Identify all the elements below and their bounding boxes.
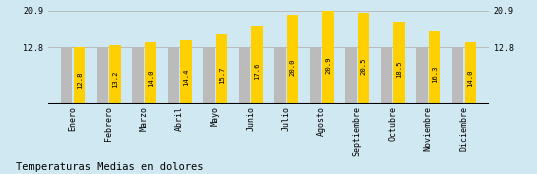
Text: 16.3: 16.3: [432, 65, 438, 82]
Text: 12.8: 12.8: [77, 72, 83, 89]
Bar: [61, 47, 72, 104]
Bar: [132, 47, 143, 104]
Bar: [274, 47, 286, 104]
Bar: [323, 11, 334, 104]
Bar: [452, 47, 463, 104]
Bar: [416, 47, 427, 104]
Bar: [180, 40, 192, 104]
Bar: [110, 45, 121, 104]
Bar: [465, 42, 476, 104]
Bar: [74, 47, 85, 104]
Text: 13.2: 13.2: [112, 71, 118, 88]
Bar: [145, 42, 156, 104]
Text: 14.0: 14.0: [148, 69, 154, 87]
Bar: [168, 47, 179, 104]
Text: 14.0: 14.0: [467, 69, 473, 87]
Text: 20.5: 20.5: [361, 57, 367, 75]
Bar: [203, 47, 214, 104]
Bar: [358, 13, 369, 104]
Text: Temperaturas Medias en dolores: Temperaturas Medias en dolores: [16, 162, 204, 172]
Bar: [97, 47, 108, 104]
Bar: [429, 31, 440, 104]
Text: 17.6: 17.6: [254, 63, 260, 80]
Text: 20.9: 20.9: [325, 56, 331, 74]
Text: 20.0: 20.0: [289, 58, 296, 76]
Text: 14.4: 14.4: [183, 69, 189, 86]
Bar: [216, 34, 227, 104]
Bar: [310, 47, 321, 104]
Bar: [238, 47, 250, 104]
Text: 15.7: 15.7: [219, 66, 224, 84]
Bar: [381, 47, 392, 104]
Bar: [394, 22, 405, 104]
Bar: [345, 47, 357, 104]
Bar: [287, 15, 299, 104]
Bar: [251, 26, 263, 104]
Text: 18.5: 18.5: [396, 61, 402, 78]
